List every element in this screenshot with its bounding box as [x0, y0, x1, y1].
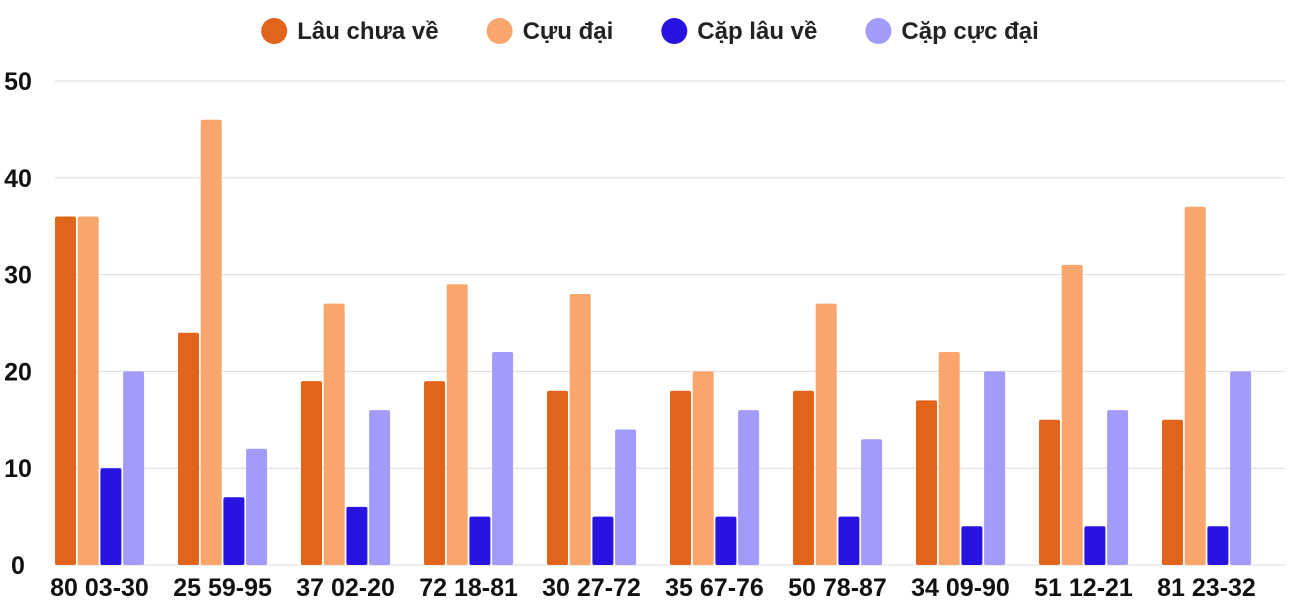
bar-1-3: [301, 381, 322, 565]
legend-label: Cựu đại: [523, 18, 614, 45]
bar-1-10: [1162, 419, 1183, 565]
y-tick-label: 50: [4, 68, 32, 96]
bar-1-9: [1039, 419, 1060, 565]
y-tick-label: 0: [11, 552, 25, 580]
x-category-label: 80 03-30: [50, 574, 149, 600]
bar-3-7: [838, 516, 860, 565]
legend-label: Lâu chưa về: [297, 18, 438, 45]
x-category-label: 30 27-72: [542, 574, 641, 600]
legend-swatch: [661, 18, 688, 44]
bar-2-1: [77, 216, 99, 565]
bar-3-6: [715, 516, 737, 565]
y-tick-label: 40: [4, 165, 32, 193]
bar-1-6: [670, 390, 691, 565]
bar-4-8: [984, 371, 1006, 565]
bar-3-5: [592, 516, 614, 565]
bar-2-8: [938, 352, 960, 565]
x-category-label: 25 59-95: [173, 574, 272, 600]
bar-2-4: [446, 284, 468, 565]
legend-swatch: [486, 18, 513, 44]
legend-swatch: [261, 18, 288, 44]
legend-item: Lâu chưa về: [261, 18, 439, 45]
y-tick-label: 20: [4, 358, 32, 386]
bar-4-9: [1107, 410, 1129, 565]
bar-2-6: [692, 371, 714, 565]
bar-1-8: [916, 400, 937, 565]
bar-4-1: [123, 371, 145, 565]
bar-2-5: [569, 294, 591, 565]
bar-3-10: [1207, 526, 1229, 565]
bar-2-10: [1184, 206, 1206, 566]
bar-2-9: [1061, 264, 1083, 565]
x-category-label: 37 02-20: [296, 574, 395, 600]
bar-3-1: [100, 468, 122, 565]
y-tick-label: 10: [4, 455, 32, 483]
x-axis-categories: 80 03-30 25 59-95 37 02-20 72 18-81 30 27-72…: [50, 574, 1256, 600]
chart-bars: [55, 119, 1252, 566]
bar-3-3: [346, 506, 368, 565]
x-category-label: 72 18-81: [419, 574, 518, 600]
x-category-label: 34 09-90: [911, 574, 1010, 600]
bar-1-4: [424, 381, 445, 565]
legend-label: Cặp cực đại: [901, 18, 1038, 45]
x-category-label: 51 12-21: [1034, 574, 1133, 600]
chart-legend: Lâu chưa về Cựu đại Cặp lâu về Cặp cực đại: [261, 18, 1039, 45]
bar-4-2: [246, 448, 268, 565]
bar-3-4: [469, 516, 491, 565]
x-category-label: 81 23-32: [1157, 574, 1256, 600]
legend-item: Cựu đại: [486, 18, 614, 45]
bar-3-9: [1084, 526, 1106, 565]
bar-4-10: [1230, 371, 1252, 565]
bar-2-2: [200, 119, 222, 565]
bar-1-1: [55, 216, 76, 565]
bar-2-3: [323, 303, 345, 565]
bar-2-7: [815, 303, 837, 565]
y-tick-label: 30: [4, 262, 32, 290]
bar-4-7: [861, 439, 883, 565]
bar-3-8: [961, 526, 983, 565]
bar-4-3: [369, 410, 391, 565]
legend-label: Cặp lâu về: [697, 18, 817, 45]
bar-1-7: [793, 390, 814, 565]
legend-item: Cặp lâu về: [661, 18, 817, 45]
x-category-label: 35 67-76: [665, 574, 764, 600]
x-category-label: 50 78-87: [788, 574, 887, 600]
bar-4-4: [492, 352, 514, 565]
legend-item: Cặp cực đại: [865, 18, 1039, 45]
bar-1-5: [547, 390, 568, 565]
legend-swatch: [865, 18, 892, 44]
bar-3-2: [223, 497, 245, 565]
y-axis-ticks: 0 10 20 30 40 50: [4, 68, 32, 580]
bar-1-2: [178, 332, 199, 565]
bar-4-5: [615, 429, 637, 565]
bar-4-6: [738, 410, 760, 565]
